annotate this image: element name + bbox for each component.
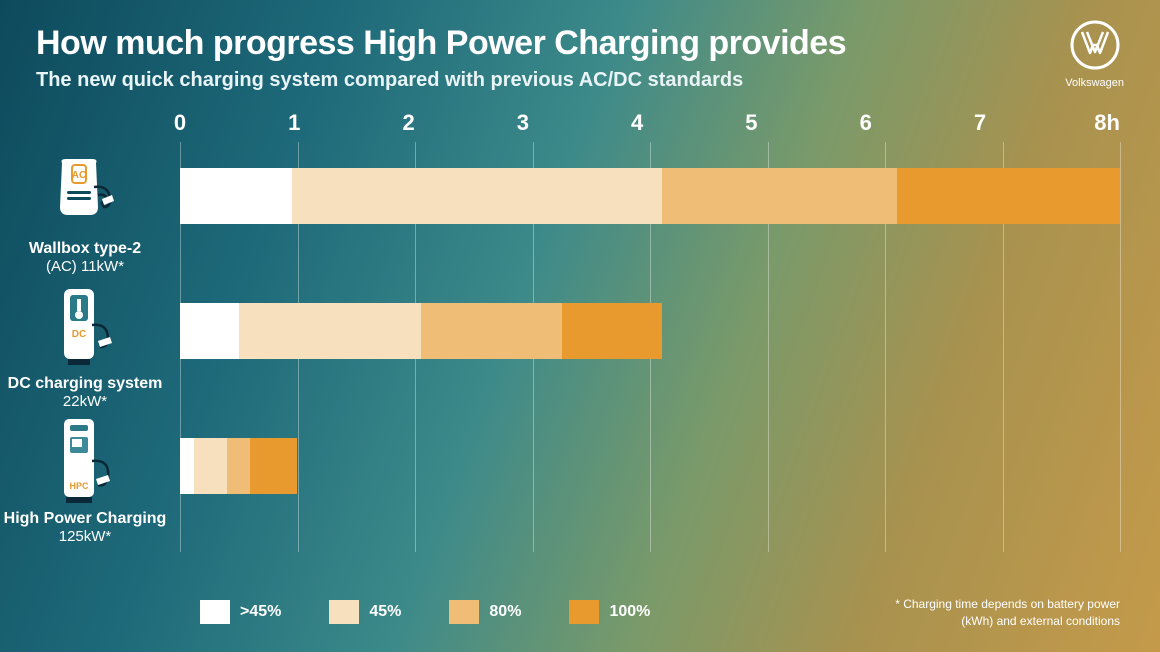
svg-text:HPC: HPC [69, 481, 89, 491]
row-label: High Power Charging125kW* [0, 510, 170, 545]
svg-text:AC: AC [72, 170, 86, 181]
footnote-line: * Charging time depends on battery power [895, 596, 1120, 613]
footnote: * Charging time depends on battery power… [895, 596, 1120, 630]
bar-segment-gt45 [180, 303, 239, 359]
chart-row-hpc: HPC High Power Charging125kW* [180, 422, 1120, 552]
legend-swatch [569, 600, 599, 624]
bar-segment-p45 [194, 438, 227, 494]
bar [180, 438, 298, 494]
bar-segment-p45 [292, 168, 662, 224]
bar-rows: AC Wallbox type-2(AC) 11kW* DC DC chargi… [180, 152, 1120, 552]
legend: >45% 45% 80% 100% [200, 600, 650, 624]
legend-label: 80% [489, 603, 521, 621]
page-title: How much progress High Power Charging pr… [36, 24, 1124, 63]
x-axis: 012345678h [180, 110, 1120, 140]
row-name: DC charging system [0, 375, 170, 393]
bar-segment-p80 [421, 303, 562, 359]
legend-item: 80% [449, 600, 521, 624]
footnote-line: (kWh) and external conditions [895, 613, 1120, 630]
bar-segment-p80 [227, 438, 251, 494]
bar-segment-gt45 [180, 168, 292, 224]
bar [180, 168, 1120, 224]
legend-swatch [200, 600, 230, 624]
row-name: Wallbox type-2 [0, 240, 170, 258]
row-label: DC charging system22kW* [0, 375, 170, 410]
bar-segment-p100 [897, 168, 1120, 224]
legend-item: 100% [569, 600, 650, 624]
hpc-charger-icon: HPC [0, 422, 170, 504]
bar [180, 303, 662, 359]
page-subtitle: The new quick charging system compared w… [36, 69, 1124, 92]
chart-row-wallbox: AC Wallbox type-2(AC) 11kW* [180, 152, 1120, 282]
bar-segment-p100 [562, 303, 662, 359]
dc-charger-icon: DC [0, 287, 170, 369]
legend-label: >45% [240, 603, 281, 621]
legend-label: 100% [609, 603, 650, 621]
vw-logo-icon [1070, 20, 1120, 70]
gridline [1120, 142, 1121, 552]
axis-tick-label: 8h [1094, 110, 1120, 140]
svg-text:DC: DC [72, 329, 86, 340]
legend-swatch [449, 600, 479, 624]
row-name: High Power Charging [0, 510, 170, 528]
legend-item: 45% [329, 600, 401, 624]
bar-segment-p80 [662, 168, 897, 224]
brand-label: Volkswagen [1065, 77, 1124, 89]
row-label: Wallbox type-2(AC) 11kW* [0, 240, 170, 275]
bar-segment-p100 [250, 438, 297, 494]
row-sub: (AC) 11kW* [0, 258, 170, 275]
legend-label: 45% [369, 603, 401, 621]
legend-swatch [329, 600, 359, 624]
row-sub: 22kW* [0, 393, 170, 410]
row-sub: 125kW* [0, 528, 170, 545]
bar-segment-p45 [239, 303, 421, 359]
chart: 012345678h AC Wallbox type-2(AC) 11kW* D… [180, 110, 1120, 552]
legend-item: >45% [200, 600, 281, 624]
brand-logo: Volkswagen [1065, 20, 1124, 89]
wallbox-charger-icon: AC [0, 152, 170, 234]
header: How much progress High Power Charging pr… [36, 24, 1124, 92]
bar-segment-gt45 [180, 438, 194, 494]
chart-row-dc: DC DC charging system22kW* [180, 287, 1120, 417]
